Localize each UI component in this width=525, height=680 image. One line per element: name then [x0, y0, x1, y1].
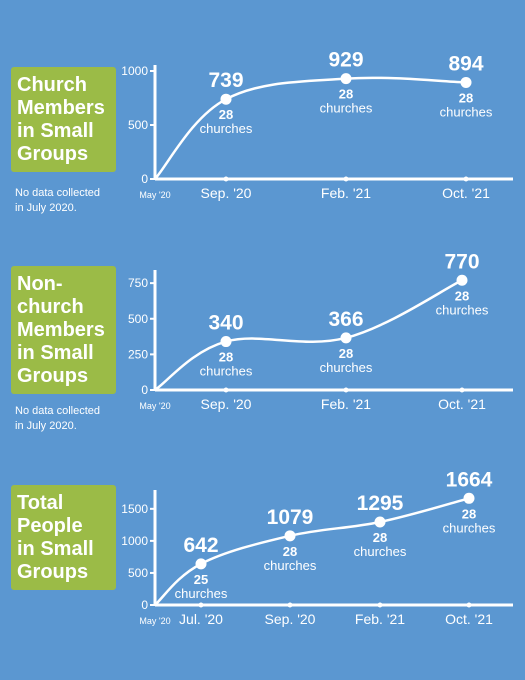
data-count-label: 25 — [194, 572, 208, 587]
y-tick-label: 500 — [128, 312, 148, 326]
data-count-unit: churches — [200, 364, 253, 379]
data-value-label: 1664 — [446, 468, 493, 491]
data-count-unit: churches — [443, 520, 496, 535]
data-count-label: 28 — [219, 350, 233, 365]
x-tick-mark — [198, 602, 204, 608]
chart-title-line: Groups — [17, 561, 89, 583]
data-value-label: 929 — [328, 49, 363, 72]
y-tick-label: 0 — [141, 383, 148, 397]
data-count-unit: churches — [320, 101, 373, 116]
y-tick-label: 500 — [128, 118, 148, 132]
chart-title-line: Groups — [17, 365, 89, 387]
data-count-label: 28 — [455, 288, 469, 303]
data-count-label: 28 — [462, 506, 476, 521]
data-count-label: 28 — [459, 90, 473, 105]
data-value-label: 739 — [208, 69, 243, 92]
data-value-label: 1079 — [267, 506, 314, 529]
x-tick-label: Feb. '21 — [321, 396, 371, 412]
chart-note-line: No data collected — [15, 405, 100, 417]
y-tick-label: 1000 — [121, 534, 148, 548]
data-value-label: 1295 — [357, 492, 404, 515]
chart-title-line: Non- — [17, 273, 63, 295]
data-value-label: 642 — [183, 534, 218, 557]
data-count-label: 28 — [283, 544, 297, 559]
data-point — [340, 332, 352, 344]
x-tick-label: Sep. '20 — [201, 185, 252, 201]
x-tick-mark — [466, 602, 472, 608]
data-point — [340, 73, 352, 85]
x-tick-mark — [223, 387, 229, 393]
data-count-unit: churches — [440, 104, 493, 119]
x-tick-mark — [459, 387, 465, 393]
data-point — [284, 530, 296, 542]
chart-note-line: in July 2020. — [15, 420, 77, 432]
y-tick-label: 1500 — [121, 502, 148, 516]
x-tick-label: Sep. '20 — [201, 396, 252, 412]
data-point — [460, 76, 472, 88]
chart-note-line: in July 2020. — [15, 202, 77, 214]
chart-title-line: in Small — [17, 120, 94, 142]
y-tick-label: 0 — [141, 598, 148, 612]
chart-title-line: in Small — [17, 538, 94, 560]
chart-title-line: Groups — [17, 143, 89, 165]
x-tick-label: May '20 — [139, 401, 170, 411]
data-value-label: 366 — [328, 308, 363, 331]
x-tick-mark — [343, 176, 349, 182]
chart-note: No data collected in July 2020. — [15, 186, 100, 216]
y-tick-label: 0 — [141, 172, 148, 186]
data-value-label: 770 — [444, 250, 479, 273]
data-value-label: 340 — [208, 312, 243, 335]
x-tick-mark — [463, 176, 469, 182]
data-point — [374, 516, 386, 528]
data-count-unit: churches — [264, 558, 317, 573]
data-count-label: 28 — [373, 530, 387, 545]
x-tick-mark — [377, 602, 383, 608]
chart-note: No data collected in July 2020. — [15, 404, 100, 434]
data-count-unit: churches — [354, 544, 407, 559]
data-count-label: 28 — [339, 87, 353, 102]
data-count-label: 28 — [339, 346, 353, 361]
chart-title-line: Members — [17, 97, 105, 119]
x-tick-label: May '20 — [139, 190, 170, 200]
x-tick-label: Oct. '21 — [438, 396, 486, 412]
chart-title-box: Total People in Small Groups — [11, 485, 116, 590]
x-tick-label: Oct. '21 — [442, 185, 490, 201]
x-tick-mark — [223, 176, 229, 182]
data-count-unit: churches — [320, 360, 373, 375]
chart-title-line: Total — [17, 492, 64, 514]
chart-title-line: in Small — [17, 342, 94, 364]
x-tick-label: Feb. '21 — [355, 611, 405, 627]
y-tick-label: 250 — [128, 347, 148, 361]
series-line — [154, 279, 463, 392]
x-tick-mark — [287, 602, 293, 608]
data-point — [456, 274, 468, 286]
x-tick-mark — [343, 387, 349, 393]
data-point — [463, 492, 475, 504]
data-point — [220, 336, 232, 348]
x-tick-label: Oct. '21 — [445, 611, 493, 627]
chart-title-line: Church — [17, 74, 87, 96]
chart-title-line: Members — [17, 319, 105, 341]
x-tick-label: Jul. '20 — [179, 611, 223, 627]
series-line — [154, 76, 467, 180]
data-count-unit: churches — [175, 586, 228, 601]
data-value-label: 894 — [448, 52, 483, 75]
y-tick-label: 750 — [128, 276, 148, 290]
x-tick-label: May '20 — [139, 616, 170, 626]
data-point — [220, 93, 232, 105]
data-count-label: 28 — [219, 107, 233, 122]
data-point — [195, 558, 207, 570]
chart-title-line: church — [17, 296, 84, 318]
chart-title-box: Non- church Members in Small Groups — [11, 266, 116, 394]
data-count-unit: churches — [436, 302, 489, 317]
y-tick-label: 500 — [128, 566, 148, 580]
x-tick-label: Feb. '21 — [321, 185, 371, 201]
y-tick-label: 1000 — [121, 64, 148, 78]
chart-title-line: People — [17, 515, 83, 537]
x-tick-label: Sep. '20 — [265, 611, 316, 627]
chart-note-line: No data collected — [15, 187, 100, 199]
chart-title-box: Church Members in Small Groups — [11, 67, 116, 172]
data-count-unit: churches — [200, 121, 253, 136]
